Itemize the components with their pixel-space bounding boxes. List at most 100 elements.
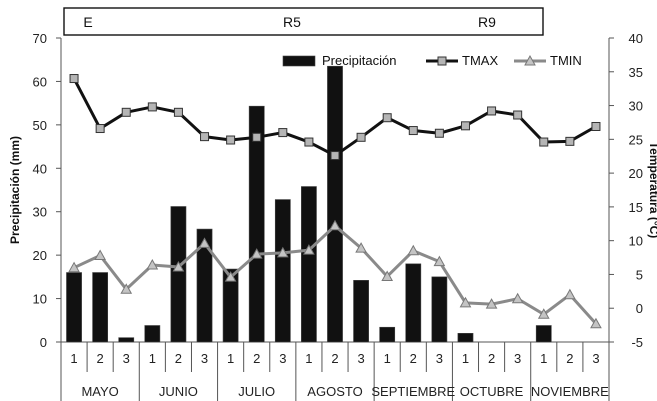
month-label: SEPTIEMBRE [371,384,455,399]
tmax-point [173,107,183,117]
stage-box: E R5 R9 [63,7,544,36]
temperature-lines [68,74,602,329]
tmax-point [252,132,262,142]
y-tick-label: 20 [33,248,47,263]
tmin-point [511,292,524,304]
legend-marker-tmax [437,56,447,66]
tmin-point [146,258,159,270]
month-label: JUNIO [159,384,198,399]
x-tick-label: 2 [410,351,417,366]
tmax-point [121,107,131,117]
x-tick-label: 1 [227,351,234,366]
tmax-point [356,132,366,142]
x-tick-label: 3 [436,351,443,366]
tmax-point [278,128,288,138]
tmax-point [330,151,340,161]
y-axis-title: Precipitación (mm) [8,136,22,244]
tmin-point [433,255,446,267]
tmin-point [564,288,576,300]
x-tick-label: 3 [201,351,208,366]
legend-swatch-precipitacion [282,55,316,67]
tmin-point [459,296,472,308]
legend-marker-tmin [524,54,536,66]
x-tick-label: 1 [540,351,547,366]
precipitation-bar [535,325,552,343]
y-tick-label: 70 [33,31,47,46]
precipitation-bar [170,206,187,343]
tmin-point [68,261,80,273]
x-tick-label: 1 [384,351,391,366]
x-tick-label: 3 [357,351,364,366]
x-tick-label: 3 [514,351,521,366]
precipitation-bar [92,272,109,343]
y-tick-label: 50 [33,118,47,133]
y2-tick-label: 0 [636,301,643,316]
legend-label-precipitacion: Precipitación [322,53,396,68]
stage-label-r5: R5 [283,14,301,30]
tmin-point [485,298,498,309]
precipitation-bar [301,186,317,343]
precipitation-bar [248,105,265,343]
y2-tick-label: 35 [629,65,643,80]
tmax-point [539,137,549,147]
month-label: JULIO [238,384,275,399]
tmin-point [172,260,185,272]
x-tick-label: 2 [331,351,338,366]
tmin-point [276,246,289,258]
precipitation-bar [327,65,343,343]
tmin-point [94,249,106,261]
x-tick-label: 2 [97,351,104,366]
tmax-point [226,135,236,145]
y2-tick-label: 10 [629,234,643,249]
precipitation-bar [222,268,239,343]
x-tick-label: 2 [566,351,573,366]
y-tick-label: 0 [40,335,47,350]
month-label: AGOSTO [307,384,362,399]
y2-tick-label: -5 [631,335,643,350]
tmax-point [147,102,157,112]
y2-tick-label: 30 [629,99,643,114]
tmax-point [513,110,523,120]
y2-tick-label: 5 [636,267,643,282]
stage-box-frame [63,7,544,36]
precipitation-bar [405,263,422,343]
y2-tick-label: 40 [629,31,643,46]
precipitation-bar [66,272,82,343]
x-tick-label: 1 [305,351,312,366]
tmin-point [355,242,367,253]
tmin-point [250,248,263,259]
y2-axis-title: Temperatura (°C) [647,142,657,239]
month-label: NOVIEMBRE [531,384,609,399]
y2-tick-label: 25 [629,132,643,147]
tmax-point [95,124,105,134]
tmin-point [224,271,237,282]
legend: Precipitación TMAX TMIN [282,53,582,68]
tmax-point [382,113,392,123]
x-tick-label: 3 [592,351,599,366]
tmax-point [304,137,314,147]
y2-tick-label: 15 [629,200,643,215]
month-label: MAYO [81,384,118,399]
precipitation-bar [431,276,448,343]
tmin-point [537,308,550,319]
y2-tick-label: 20 [629,166,643,181]
precipitation-bars [66,65,552,343]
precipitation-bar [118,337,135,343]
precipitation-bar [144,325,161,343]
x-tick-label: 1 [462,351,469,366]
tmin-point [381,270,394,281]
precipitation-bar [457,333,474,343]
x-tick-label: 3 [123,351,130,366]
x-tick-label: 3 [279,351,286,366]
tmax-point [200,132,210,142]
precipitation-bar [274,199,291,343]
x-tick-label: 2 [488,351,495,366]
tmin-point [198,237,211,248]
tmax-point [460,121,470,131]
y-tick-label: 60 [33,74,47,89]
y-tick-label: 10 [33,292,47,307]
tmin-point [120,283,133,294]
y-tick-label: 40 [33,161,47,176]
